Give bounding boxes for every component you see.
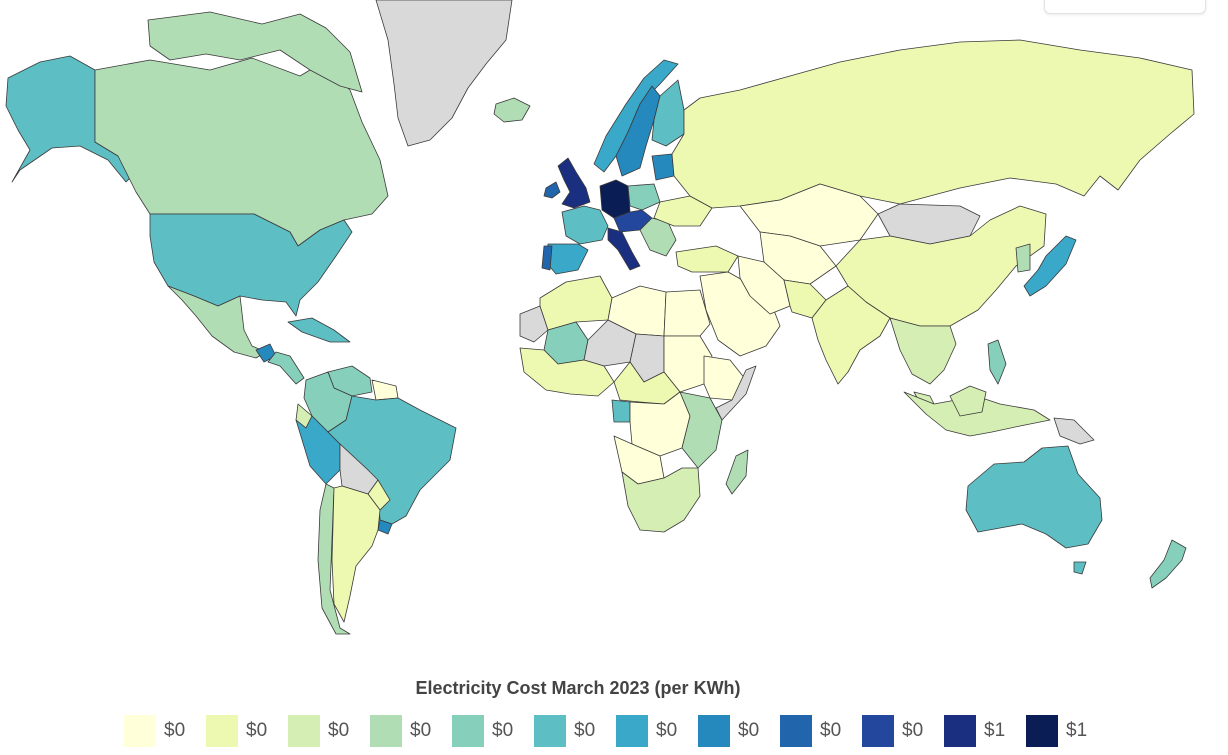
legend-item[interactable]: $0 xyxy=(862,715,930,747)
world-map-canvas[interactable] xyxy=(0,0,1228,660)
region-turkey[interactable] xyxy=(675,245,739,273)
legend-label: $0 xyxy=(246,720,268,741)
region-russia[interactable] xyxy=(671,39,1195,209)
region-baltics[interactable] xyxy=(651,153,675,181)
region-balkans[interactable] xyxy=(639,217,677,257)
map-control-panel xyxy=(1044,0,1206,14)
region-germany[interactable] xyxy=(599,179,631,219)
legend-swatch xyxy=(288,715,320,747)
region-usa[interactable] xyxy=(149,213,353,317)
region-southern-africa[interactable] xyxy=(621,467,701,533)
region-new-zealand[interactable] xyxy=(1149,539,1187,589)
region-philippines[interactable] xyxy=(987,339,1007,385)
legend-swatch xyxy=(124,715,156,747)
legend-label: $0 xyxy=(328,720,350,741)
legend-item[interactable]: $1 xyxy=(944,715,1012,747)
region-egypt[interactable] xyxy=(663,289,711,337)
legend-swatch xyxy=(452,715,484,747)
legend-item[interactable]: $0 xyxy=(206,715,274,747)
legend-item[interactable]: $0 xyxy=(288,715,356,747)
legend-item[interactable]: $0 xyxy=(616,715,684,747)
legend-item[interactable]: $0 xyxy=(370,715,438,747)
region-uk[interactable] xyxy=(557,157,591,209)
legend-label: $0 xyxy=(164,720,186,741)
legend-item[interactable]: $0 xyxy=(124,715,192,747)
region-madagascar[interactable] xyxy=(725,449,749,495)
region-western-sahara[interactable] xyxy=(519,305,549,343)
legend-label: $0 xyxy=(492,720,514,741)
region-tasmania[interactable] xyxy=(1073,561,1087,575)
region-caribbean[interactable] xyxy=(287,317,351,343)
region-iran[interactable] xyxy=(737,255,791,315)
legend-label: $0 xyxy=(656,720,678,741)
region-india[interactable] xyxy=(811,285,891,385)
region-norway[interactable] xyxy=(593,59,679,173)
legend-swatch xyxy=(206,715,238,747)
legend-swatch xyxy=(780,715,812,747)
legend-swatch xyxy=(370,715,402,747)
region-greenland[interactable] xyxy=(375,0,513,147)
legend-label: $0 xyxy=(902,720,924,741)
region-poland[interactable] xyxy=(627,183,661,211)
legend-swatch xyxy=(698,715,730,747)
region-italy[interactable] xyxy=(607,227,641,271)
region-gabon[interactable] xyxy=(611,399,631,423)
legend-swatch xyxy=(616,715,648,747)
legend: $0 $0 $0 $0 $0 $0 $0 $0 $0 $0 $1 $1 xyxy=(124,714,1108,748)
region-alaska[interactable] xyxy=(5,55,133,183)
region-france[interactable] xyxy=(561,205,609,245)
region-korea[interactable] xyxy=(1015,243,1031,273)
legend-item[interactable]: $1 xyxy=(1026,715,1094,747)
legend-label: $0 xyxy=(738,720,760,741)
legend-label: $1 xyxy=(984,720,1006,741)
legend-swatch xyxy=(862,715,894,747)
legend-item[interactable]: $0 xyxy=(780,715,848,747)
region-japan[interactable] xyxy=(1023,235,1077,297)
legend-label: $0 xyxy=(820,720,842,741)
region-borneo[interactable] xyxy=(949,385,987,417)
region-iceland[interactable] xyxy=(493,97,531,123)
region-canada-islands[interactable] xyxy=(147,11,363,93)
legend-item[interactable]: $0 xyxy=(698,715,766,747)
legend-swatch xyxy=(1026,715,1058,747)
region-southeast-asia[interactable] xyxy=(889,317,957,385)
world-map[interactable] xyxy=(0,0,1228,660)
region-australia[interactable] xyxy=(965,445,1103,549)
legend-title: Electricity Cost March 2023 (per KWh) xyxy=(415,678,741,698)
legend-swatch xyxy=(534,715,566,747)
legend-item[interactable]: $0 xyxy=(452,715,520,747)
region-argentina[interactable] xyxy=(331,485,381,623)
legend-label: $1 xyxy=(1066,720,1088,741)
region-central-america[interactable] xyxy=(267,351,305,385)
legend-item[interactable]: $0 xyxy=(534,715,602,747)
region-finland[interactable] xyxy=(651,79,685,147)
legend-swatch xyxy=(944,715,976,747)
legend-label: $0 xyxy=(410,720,432,741)
region-spain[interactable] xyxy=(545,243,589,275)
region-guyana[interactable] xyxy=(371,379,399,401)
region-canada[interactable] xyxy=(94,57,389,247)
region-east-africa[interactable] xyxy=(679,391,723,469)
region-portugal[interactable] xyxy=(541,245,553,271)
region-png[interactable] xyxy=(1053,417,1095,445)
legend-label: $0 xyxy=(574,720,596,741)
region-ireland[interactable] xyxy=(543,181,561,199)
